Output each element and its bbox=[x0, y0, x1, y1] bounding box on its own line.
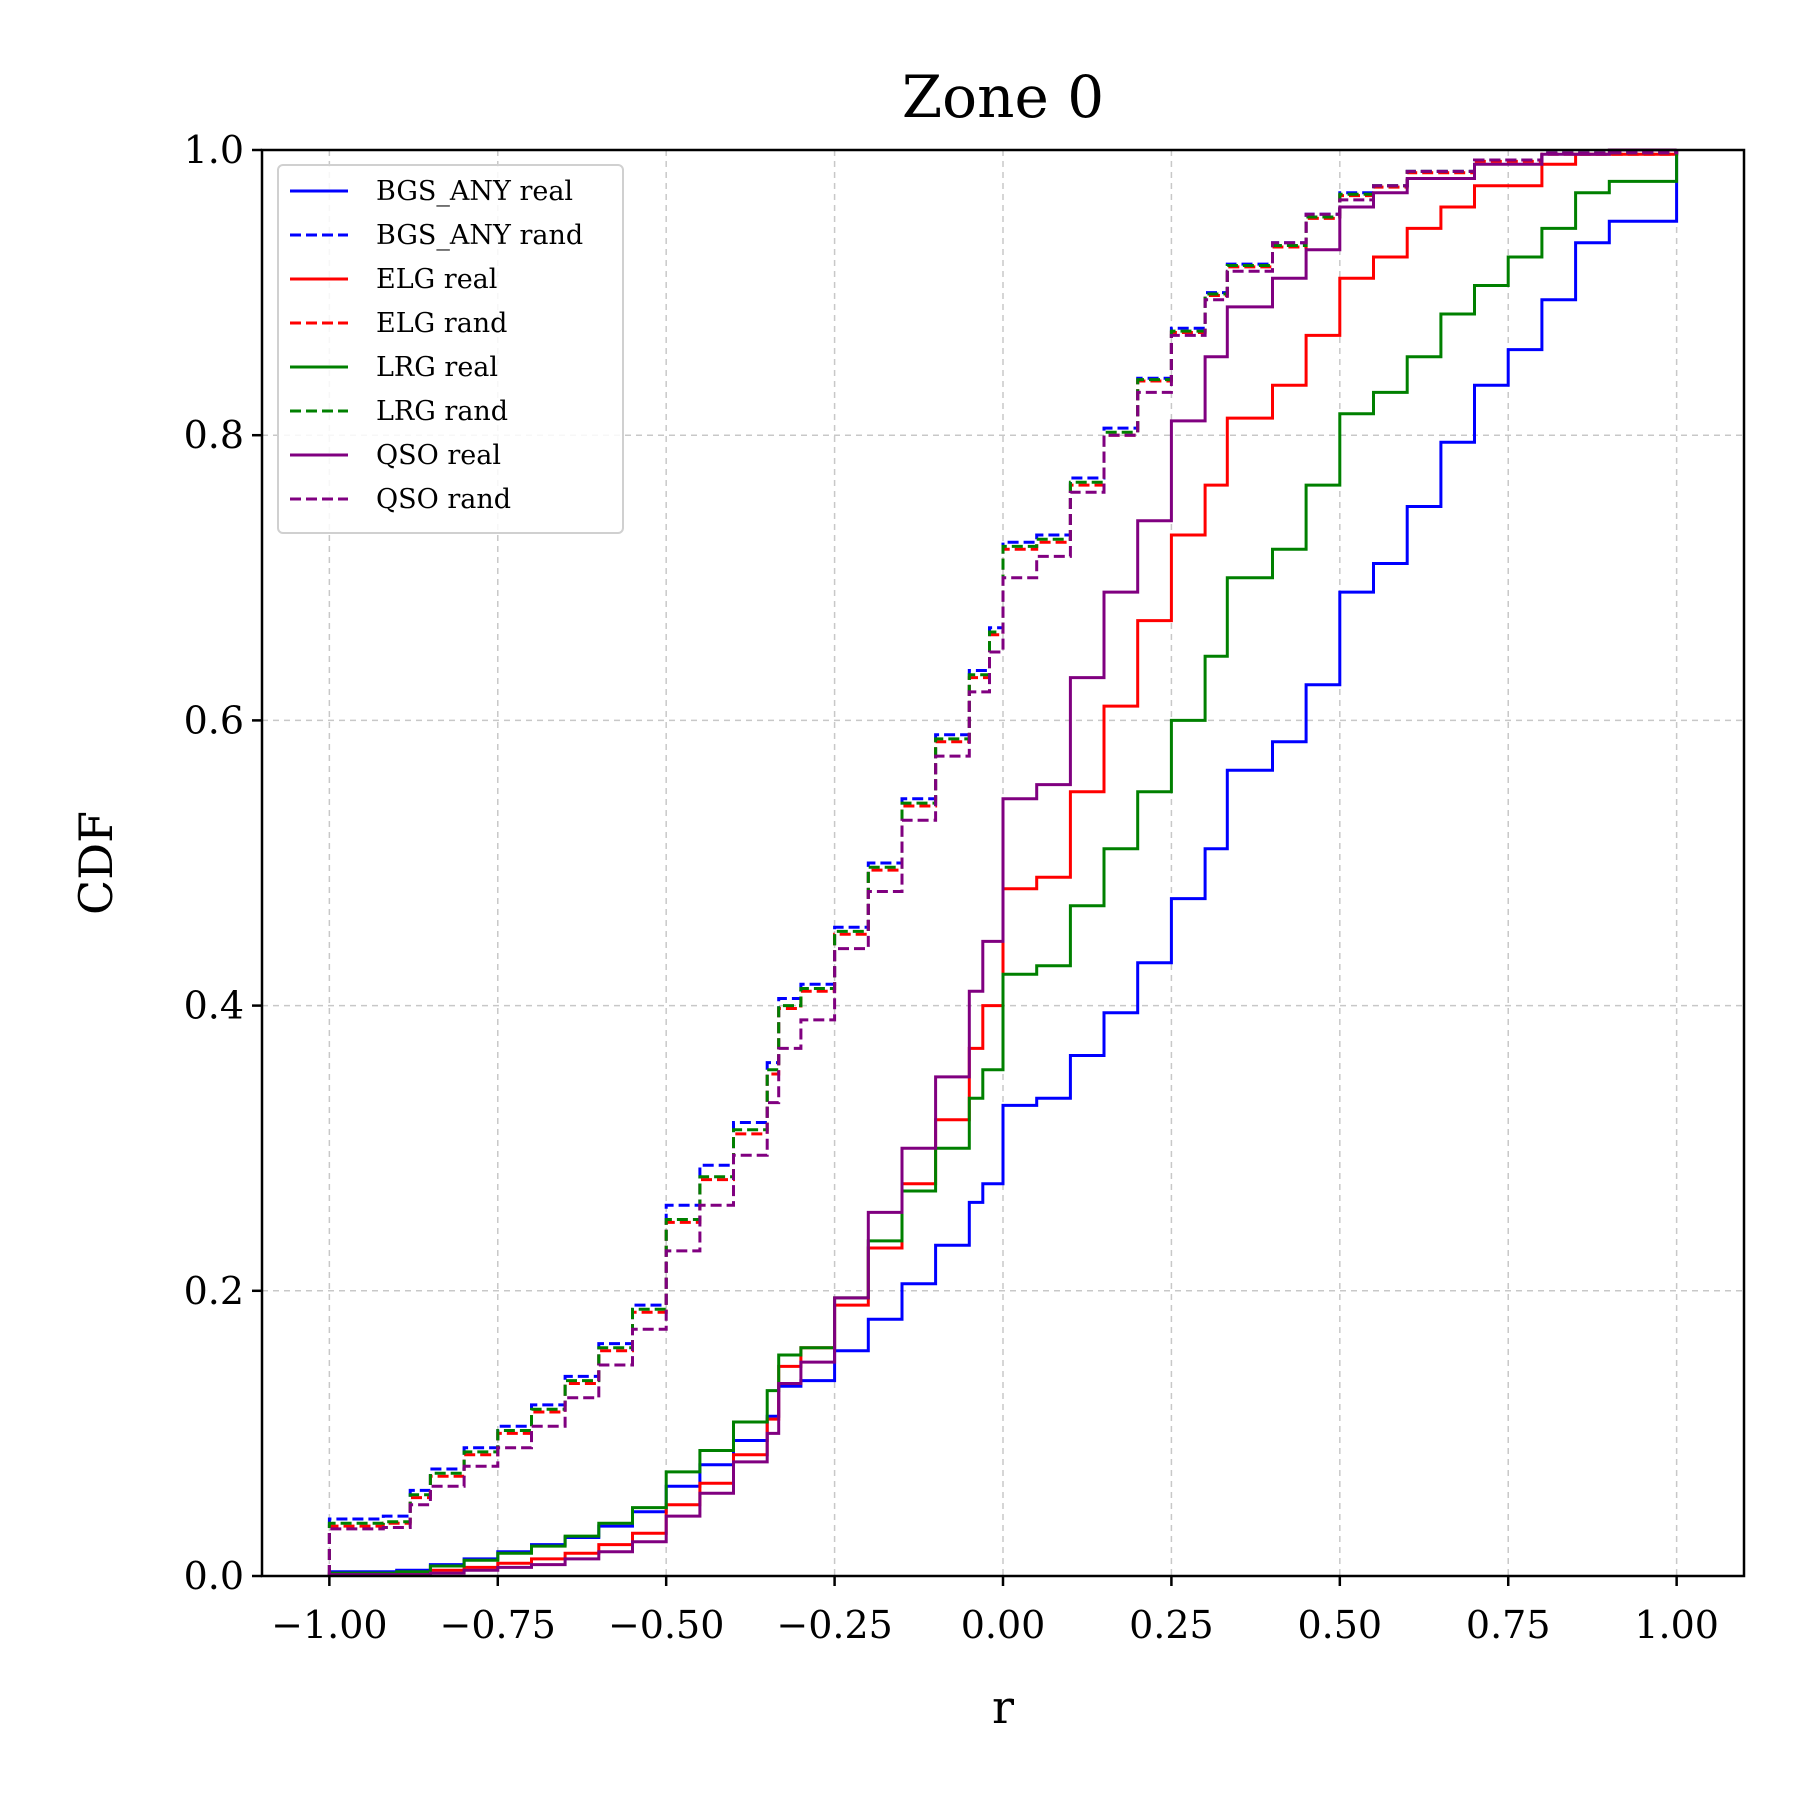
series-layer bbox=[327, 148, 1679, 1577]
series-qso-rand bbox=[327, 150, 1679, 1576]
series-qso-real bbox=[327, 148, 1677, 1577]
legend-label: BGS_ANY real bbox=[376, 176, 573, 207]
x-tick-label: −1.00 bbox=[271, 1603, 387, 1647]
ticks-layer: −1.00 −0.75 −0.50 −0.25 0.00 0.25 0.50 0.75 1.00… bbox=[184, 128, 1719, 1647]
x-tick-label: −0.75 bbox=[440, 1603, 556, 1647]
x-tick-label: −0.50 bbox=[608, 1603, 724, 1647]
x-tick-label: 0.00 bbox=[961, 1603, 1046, 1647]
legend-label: ELG real bbox=[376, 264, 497, 295]
y-tick-label: 0.4 bbox=[184, 984, 244, 1028]
series-bgs-any-rand bbox=[327, 150, 1679, 1576]
y-tick-label: 0.6 bbox=[184, 698, 244, 742]
legend-label: LRG real bbox=[376, 352, 498, 383]
legend-label: QSO rand bbox=[376, 484, 511, 515]
legend-box bbox=[277, 164, 624, 534]
legend-label: QSO real bbox=[376, 440, 501, 471]
x-tick-label: 0.50 bbox=[1298, 1603, 1383, 1647]
y-tick-label: 0.8 bbox=[184, 413, 244, 457]
y-tick-label: 0.2 bbox=[184, 1269, 244, 1313]
x-tick-label: 0.25 bbox=[1129, 1603, 1214, 1647]
legend-label: ELG rand bbox=[376, 308, 507, 339]
legend-label: BGS_ANY rand bbox=[376, 220, 583, 251]
x-tick-label: −0.25 bbox=[776, 1603, 892, 1647]
legend-label: LRG rand bbox=[376, 396, 508, 427]
x-tick-label: 0.75 bbox=[1466, 1603, 1551, 1647]
y-tick-label: 1.0 bbox=[184, 128, 244, 172]
legend: BGS_ANY real BGS_ANY rand ELG real ELG rand… bbox=[277, 164, 624, 534]
chart-title: Zone 0 bbox=[902, 63, 1104, 131]
y-axis-label: CDF bbox=[69, 811, 123, 915]
series-lrg-real bbox=[327, 150, 1679, 1576]
x-axis-label: r bbox=[992, 1680, 1014, 1734]
x-tick-label: 1.00 bbox=[1634, 1603, 1719, 1647]
y-tick-label: 0.0 bbox=[184, 1554, 244, 1598]
